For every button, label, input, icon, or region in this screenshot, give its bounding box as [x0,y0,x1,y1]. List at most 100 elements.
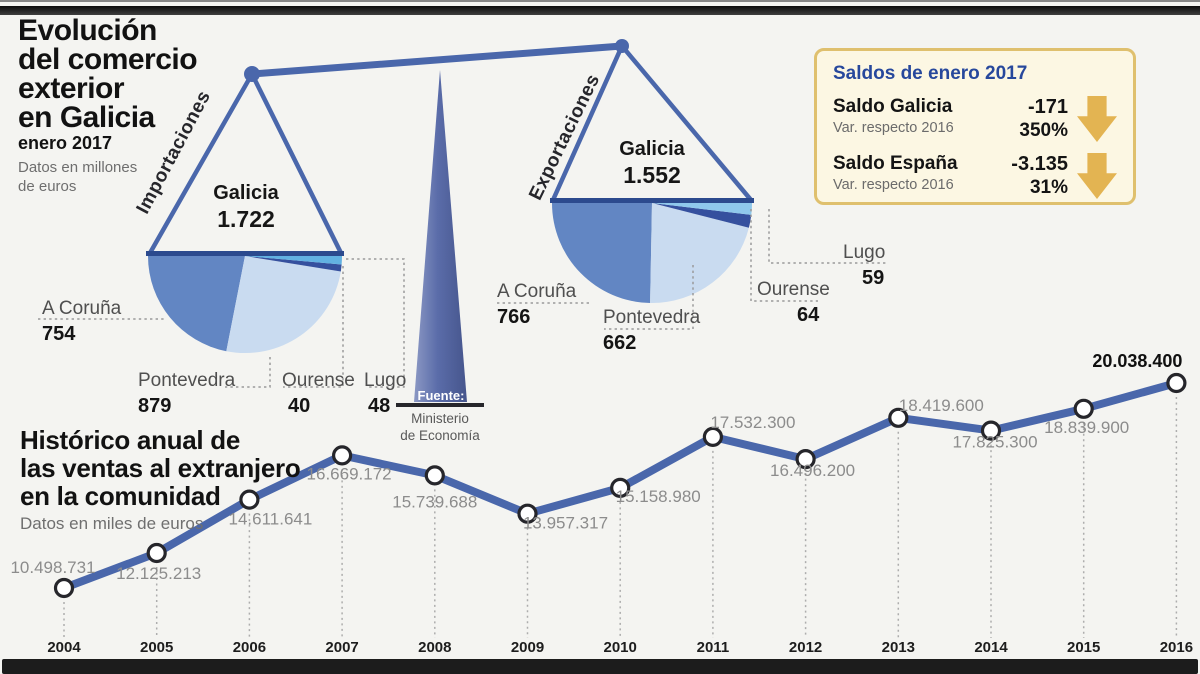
exports-history-line-chart: 10.498.731 2004 12.125.213 2005 14.611.641 20… [10,351,1193,656]
saldo-sublabel: Var. respecto 2016 [833,120,954,136]
year-label: 2015 [1067,639,1100,656]
year-label: 2005 [140,639,173,656]
saldos-title: Saldos de enero 2017 [833,63,1028,84]
page-title: Evolución del comercio exterior en Galic… [18,14,198,134]
title-line: en Galicia [18,101,155,134]
value-label: 12.125.213 [116,564,201,583]
pie-slice-A Coruña [147,256,245,352]
saldo-label: Saldo España [833,153,958,174]
year-label: 2016 [1160,639,1193,656]
value-label: 10.498.731 [10,558,95,577]
imports-total: Galicia 1.722 [186,182,306,233]
leader-pontevedra-exp [604,265,694,330]
leader-ourense-imp [283,266,344,388]
saldo-espana-row: Saldo España Var. respecto 2016 -3.135 3… [833,153,1117,199]
imports-pie [146,251,344,354]
left-pivot [244,66,260,82]
title-line: Evolución [18,14,157,47]
year-label: 2004 [47,639,81,656]
line-chart-units-note: Datos en miles de euros [20,514,204,533]
exports-ourense-label: Ourense 64 [757,279,830,326]
exports-pie [550,198,754,304]
down-arrow-icon [1077,96,1117,142]
pie-slice-A Coruña [552,203,652,303]
saldo-value: -171 [1027,96,1068,118]
year-label: 2007 [325,639,358,656]
down-arrow-icon [1077,153,1117,199]
saldo-value: -3.135 [1011,153,1068,175]
data-point-2016 [1166,372,1187,394]
imports-ourense-label: Ourense 40 [282,370,355,417]
date-subtitle: enero 2017 [18,133,113,153]
leader-ourense-exp [750,209,818,302]
value-label: 18.839.900 [1044,418,1129,437]
saldo-subvalue: 350% [1019,120,1068,141]
value-label: 20.038.400 [1092,351,1182,371]
pie-slice-Ourense [652,203,752,228]
exports-lugo-label: Lugo 59 [843,242,886,289]
saldo-sublabel: Var. respecto 2016 [833,177,954,193]
saldos-panel: Saldos de enero 2017 Saldo Galicia Var. … [814,48,1136,205]
saldo-label: Saldo Galicia [833,96,953,117]
exports-pontevedra-label: Pontevedra 662 [603,307,701,354]
year-label: 2008 [418,639,451,656]
year-label: 2014 [974,639,1008,656]
imports-pontevedra-label: Pontevedra 879 [138,370,236,417]
data-point-2007 [332,445,353,466]
saldo-subvalue: 31% [1029,177,1068,198]
footer-bar [2,659,1198,674]
leader-lugo-imp [346,258,405,388]
value-label: 16.669.172 [307,464,392,483]
balance-scale [148,39,753,407]
value-label: 17.825.300 [952,433,1037,452]
pie-slice-Ourense [245,256,342,272]
data-point-2012 [795,449,816,470]
title-line: del comercio [18,43,198,76]
exports-total-value: 1.552 [623,162,681,188]
units-note: Datos en millones de euros [18,159,138,195]
year-label: 2013 [882,639,915,656]
masthead-bar [0,6,1200,15]
saldo-galicia-row: Saldo Galicia Var. respecto 2016 -171 35… [833,96,1117,142]
masthead-rule [0,0,1200,2]
data-point-2013 [888,407,909,428]
value-label: 17.532.300 [710,413,795,432]
pie-slice-Lugo [245,256,342,265]
leader-lines [38,209,886,388]
pie-slice-Pontevedra [650,203,749,304]
region-label: Galicia [619,138,685,160]
value-label: 15.739.688 [392,492,477,511]
source-name: Ministerio de Economía [400,411,480,443]
scale-pedestal [414,70,467,402]
data-point-2015 [1073,398,1094,419]
region-label: Galicia [213,182,279,204]
exports-acoruna-label: A Coruña 766 [497,281,577,328]
leader-pontevedra-imp [225,357,271,388]
exports-total: Galicia 1.552 [592,138,712,189]
data-point-2011 [702,426,724,447]
value-label: 18.419.600 [899,396,984,415]
value-label: 13.957.317 [523,514,608,533]
year-label: 2009 [511,639,544,656]
line-chart-title: Histórico anual de las ventas al extranj… [20,425,301,511]
leader-lugo-exp [768,209,886,264]
year-label: 2006 [233,639,266,656]
imports-lugo-label: Lugo 48 [364,370,407,417]
year-label: 2011 [697,639,730,656]
data-point-2006 [239,489,260,510]
data-point-2004 [53,577,75,599]
data-point-2005 [146,542,167,564]
year-label: 2010 [604,639,637,656]
year-label: 2012 [789,639,822,656]
imports-total-value: 1.722 [217,206,275,232]
data-point-2014 [980,420,1002,441]
value-label: 16.496.200 [770,461,855,480]
data-point-2008 [424,465,445,486]
source-label: Fuente: [417,388,465,403]
scale-beam [248,42,626,78]
title-line: exterior [18,72,125,105]
imports-acoruna-label: A Coruña 754 [42,298,122,345]
pie-slice-Lugo [652,203,753,215]
